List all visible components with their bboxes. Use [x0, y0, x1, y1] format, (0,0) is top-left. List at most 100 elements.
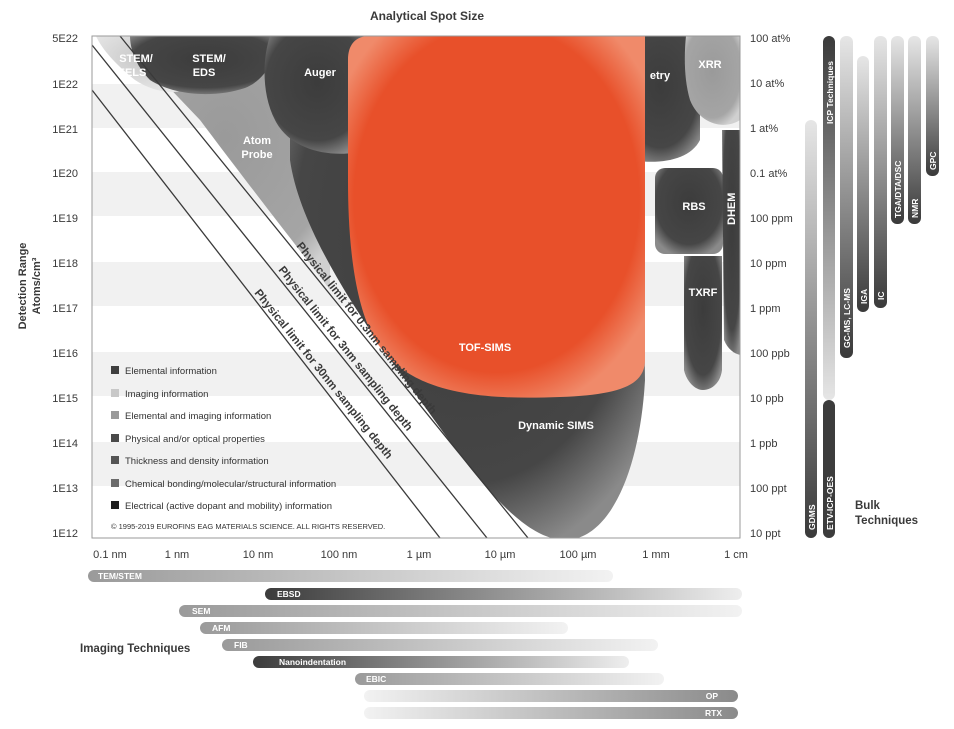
imaging-bar-rtx [364, 707, 738, 719]
rbs-region [655, 168, 723, 254]
tof-sims-region [348, 36, 645, 398]
auger-region [264, 36, 370, 154]
rbs-label: RBS [682, 201, 705, 213]
right-tick: 0.1 at% [750, 168, 788, 180]
bulk-bar-nmr [908, 36, 921, 224]
tof-sims-label: TOF-SIMS [459, 342, 511, 354]
dhem-label: DHEM [726, 193, 738, 225]
bulk-bar-tga-dta-dsc [891, 36, 904, 224]
imaging-bar-label: Nanoindentation [279, 657, 346, 667]
left-tick: 1E13 [52, 483, 78, 495]
imaging-bar-afm [200, 622, 568, 634]
legend-swatch [111, 501, 119, 509]
imaging-title: Imaging Techniques [80, 643, 190, 655]
right-tick: 1 ppb [750, 438, 778, 450]
stem-eels-label-1: STEM/ [119, 53, 153, 65]
right-tick: 1 ppm [750, 303, 781, 315]
imaging-bar-nanoindentation [253, 656, 629, 668]
stem-eels-label-2: EELS [118, 67, 147, 79]
bulk-bar-label: GDMS [807, 504, 817, 530]
imaging-bar-label: EBIC [366, 674, 386, 684]
imaging-techniques: TEM/STEM EBSD SEM AFM FIB Nanoindentatio… [80, 570, 742, 719]
etry-label: etry [650, 70, 671, 82]
imaging-bar-label: AFM [212, 623, 230, 633]
imaging-bar-label: EBSD [277, 589, 301, 599]
bulk-bar-icp-techniques [823, 36, 835, 400]
right-tick: 100 at% [750, 33, 791, 45]
right-tick: 10 ppb [750, 393, 784, 405]
bulk-bar-label: IGA [859, 289, 869, 304]
legend-swatch [111, 456, 119, 464]
technique-regions [96, 36, 740, 538]
right-tick: 10 ppt [750, 528, 781, 540]
left-tick: 1E22 [52, 79, 78, 91]
bottom-tick: 100 nm [321, 549, 358, 561]
legend-item: Chemical bonding/molecular/structural in… [125, 479, 336, 490]
physical-limit-lines [91, 35, 529, 539]
copyright-text: © 1995-2019 EUROFINS EAG MATERIALS SCIEN… [111, 522, 385, 531]
left-tick: 1E20 [52, 168, 78, 180]
atom-probe-label-2: Probe [241, 149, 272, 161]
left-tick: 1E12 [52, 528, 78, 540]
bottom-tick: 1 µm [407, 549, 432, 561]
legend-swatch [111, 479, 119, 487]
bulk-bar-label: ICP Techniques [825, 61, 835, 124]
region-labels: STEM/ EELS STEM/ EDS Auger Atom Probe TO… [118, 53, 738, 432]
auger-label: Auger [304, 67, 337, 79]
bulk-bar-gpc [926, 36, 939, 176]
legend-swatch [111, 366, 119, 374]
imaging-bar-sem [179, 605, 742, 617]
left-tick: 1E18 [52, 258, 78, 270]
imaging-bar-fib [222, 639, 658, 651]
left-axis-title-1: Detection Range [17, 243, 29, 330]
imaging-bar-op [364, 690, 738, 702]
atom-probe-label-1: Atom [243, 135, 271, 147]
legend-item: Elemental and imaging information [125, 411, 271, 422]
bottom-tick: 10 µm [485, 549, 516, 561]
imaging-bar-label: TEM/STEM [98, 571, 142, 581]
legend-item: Electrical (active dopant and mobility) … [125, 501, 332, 512]
imaging-bar-label: SEM [192, 606, 210, 616]
bulk-bar-iga [857, 56, 869, 312]
bottom-axis: 0.1 nm 1 nm 10 nm 100 nm 1 µm 10 µm 100 … [93, 549, 748, 561]
legend-item: Elemental information [125, 366, 217, 377]
txrf-label: TXRF [689, 287, 718, 299]
bulk-bar-gc-ms-lc-ms [840, 36, 853, 358]
imaging-bar-tem-stem [88, 570, 613, 582]
bulk-bar-ic [874, 36, 887, 308]
left-tick: 1E16 [52, 348, 78, 360]
xrr-label: XRR [698, 59, 721, 71]
bulk-title-1: Bulk [855, 500, 881, 512]
bottom-tick: 100 µm [560, 549, 597, 561]
left-tick: 1E19 [52, 213, 78, 225]
legend-item: Physical and/or optical properties [125, 434, 265, 445]
right-tick: 1 at% [750, 123, 778, 135]
right-tick: 100 ppm [750, 213, 793, 225]
legend-item: Thickness and density information [125, 456, 269, 467]
bulk-bar-etv-icp-oes [823, 400, 835, 538]
bulk-title-2: Techniques [855, 515, 918, 527]
left-tick: 1E17 [52, 303, 78, 315]
plot-border [91, 35, 741, 539]
stem-eds-label-2: EDS [193, 67, 216, 79]
left-tick: 1E15 [52, 393, 78, 405]
left-tick: 1E14 [52, 438, 78, 450]
dhem-region [722, 130, 740, 355]
right-tick: 100 ppt [750, 483, 787, 495]
imaging-bar-label: RTX [705, 708, 722, 718]
bulk-bar-label: GC-MS, LC-MS [842, 288, 852, 348]
left-axis-title-2: Atoms/cm³ [31, 257, 43, 314]
imaging-bar-label: FIB [234, 640, 248, 650]
dynamic-sims-label: Dynamic SIMS [518, 420, 594, 432]
bottom-tick: 10 nm [243, 549, 274, 561]
legend-item: Imaging information [125, 389, 208, 400]
legend-swatch [111, 389, 119, 397]
bulk-techniques: GDMS ETV-ICP-OES ICP Techniques GC-MS, L… [805, 36, 939, 538]
right-tick: 10 ppm [750, 258, 787, 270]
bulk-bar-label: ETV-ICP-OES [825, 476, 835, 530]
bulk-bar-label: GPC [928, 152, 938, 170]
legend-swatch [111, 411, 119, 419]
right-tick: 10 at% [750, 78, 784, 90]
imaging-bar-ebic [355, 673, 664, 685]
